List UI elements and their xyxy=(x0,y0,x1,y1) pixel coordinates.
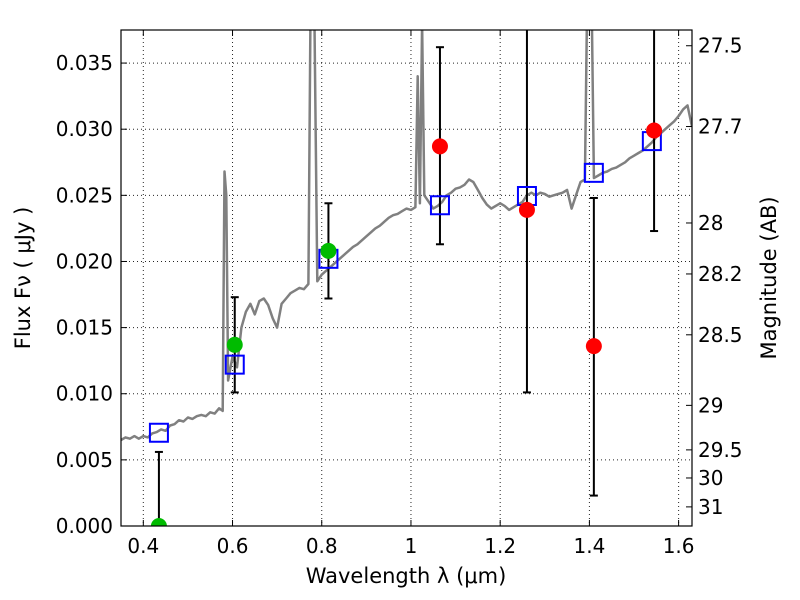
y-tick-label: 0.020 xyxy=(56,249,113,273)
x-tick-label: 0.8 xyxy=(306,534,338,558)
template-spectrum-line xyxy=(121,30,692,442)
model-flux-box xyxy=(148,422,169,443)
grid-lines xyxy=(121,30,692,527)
model-flux-box xyxy=(429,195,450,216)
mag-tick-label: 27.5 xyxy=(698,34,743,58)
mag-tick-label: 27.7 xyxy=(698,115,743,139)
mag-tick-label: 29.5 xyxy=(698,438,743,462)
model-flux-box xyxy=(224,354,245,375)
y-tick-label: 0.010 xyxy=(56,382,113,406)
y-tick-label: 0.015 xyxy=(56,316,113,340)
model-flux-box xyxy=(583,162,604,183)
detection-point xyxy=(226,336,243,353)
mag-tick-label: 31 xyxy=(698,495,723,519)
y-axis-title-right: Magnitude (AB) xyxy=(757,196,781,359)
x-axis-title: Wavelength λ (μm) xyxy=(306,564,507,588)
plot-area xyxy=(121,30,692,526)
y-tick-label: 0.000 xyxy=(56,514,113,538)
upper-limit-point xyxy=(518,201,535,218)
plot-frame xyxy=(120,29,693,527)
axis-ticks: 0.4 0.6 0.8 1 1.2 1.4 1.6 0.000 0.005 0.010 0.015 0… xyxy=(56,30,743,558)
x-tick-label: 0.6 xyxy=(217,534,249,558)
upper-limit-point xyxy=(585,338,602,355)
x-tick-label: 1 xyxy=(405,534,418,558)
y-tick-label: 0.005 xyxy=(56,448,113,472)
y-axis-title-left: Flux Fν ( μJy ) xyxy=(11,207,35,350)
upper-limit-point xyxy=(646,122,663,139)
mag-tick-label: 28.2 xyxy=(698,262,743,286)
mag-tick-label: 28 xyxy=(698,211,723,235)
x-tick-label: 1.4 xyxy=(573,534,605,558)
mag-tick-label: 30 xyxy=(698,466,723,490)
x-tick-label: 1.2 xyxy=(484,534,516,558)
upper-limit-point xyxy=(431,138,448,155)
mag-tick-label: 28.5 xyxy=(698,323,743,347)
mag-tick-label: 29 xyxy=(698,393,723,417)
x-tick-label: 0.4 xyxy=(127,534,159,558)
x-tick-label: 1.6 xyxy=(663,534,695,558)
y-tick-label: 0.025 xyxy=(56,183,113,207)
y-tick-label: 0.035 xyxy=(56,51,113,75)
detection-point xyxy=(150,518,167,526)
y-tick-label: 0.030 xyxy=(56,117,113,141)
detection-point xyxy=(320,242,337,259)
